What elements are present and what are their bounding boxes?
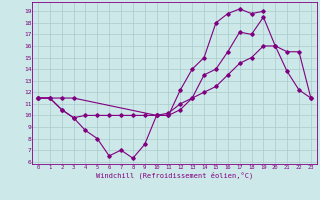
X-axis label: Windchill (Refroidissement éolien,°C): Windchill (Refroidissement éolien,°C) xyxy=(96,171,253,179)
